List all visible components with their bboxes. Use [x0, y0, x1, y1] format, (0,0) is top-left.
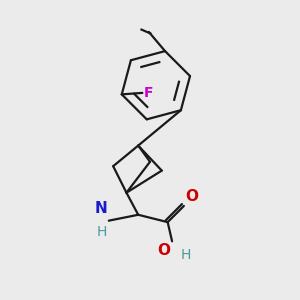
Text: O: O [185, 190, 198, 205]
Text: O: O [158, 243, 171, 258]
Text: H: H [97, 225, 107, 239]
Text: F: F [143, 86, 153, 100]
Text: H: H [181, 248, 191, 262]
Text: N: N [94, 201, 107, 216]
